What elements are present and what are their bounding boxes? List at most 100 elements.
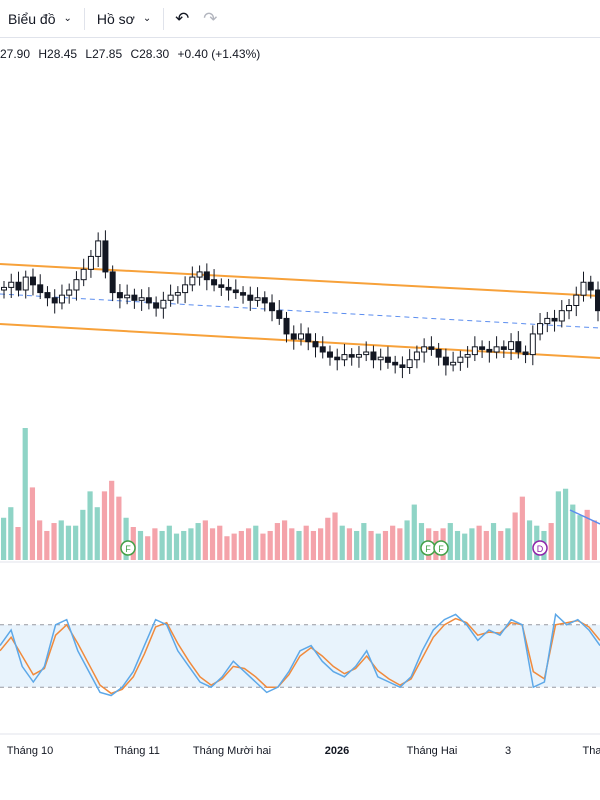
candle-down xyxy=(305,333,312,343)
volume-bar xyxy=(325,517,331,560)
volume-bar xyxy=(332,512,338,560)
event-marker: F xyxy=(120,540,136,556)
chart-menu-button[interactable]: Biểu đồ ⌄ xyxy=(0,0,80,37)
price-pane xyxy=(0,230,600,379)
candle-down xyxy=(109,271,116,294)
candle-up xyxy=(471,346,478,356)
candle-down xyxy=(44,292,51,299)
candle-up xyxy=(363,351,370,356)
volume-bar xyxy=(454,530,461,560)
candle-down xyxy=(399,364,406,368)
volume-bar xyxy=(303,525,309,560)
candle-down xyxy=(225,286,232,291)
event-marker-label: F xyxy=(425,544,431,554)
candle-down xyxy=(392,361,399,366)
candle-up xyxy=(457,356,464,363)
candle-down xyxy=(232,289,239,294)
candle-down xyxy=(515,341,522,353)
candle-up xyxy=(174,292,181,296)
volume-bar xyxy=(101,491,108,560)
volume-bar xyxy=(375,533,381,560)
candle-up xyxy=(254,297,261,301)
candle-down xyxy=(102,240,109,273)
candle-up xyxy=(8,281,15,288)
volume-bar xyxy=(411,504,417,560)
chevron-down-icon: ⌄ xyxy=(142,13,152,24)
volume-bar xyxy=(123,517,129,560)
x-axis-label: Tháng 10 xyxy=(7,745,53,757)
volume-bar xyxy=(562,488,569,560)
candle-up xyxy=(464,354,471,358)
volume-bar xyxy=(577,515,583,560)
ohlc-close: C28.30 xyxy=(130,47,170,61)
profile-menu-label: Hồ sơ xyxy=(96,10,135,27)
x-axis-label: Tháng Hai xyxy=(407,745,458,757)
candle-down xyxy=(319,346,326,353)
volume-bar xyxy=(195,523,201,560)
volume-bar xyxy=(224,536,230,560)
toolbar-divider xyxy=(83,7,85,30)
profile-menu-button[interactable]: Hồ sơ ⌄ xyxy=(89,0,159,37)
volume-bar xyxy=(368,530,374,560)
candle-up xyxy=(73,279,80,291)
candle-down xyxy=(290,333,297,340)
volume-bar xyxy=(591,520,597,560)
volume-bar xyxy=(346,528,353,560)
volume-bar xyxy=(51,523,57,560)
volume-bar xyxy=(382,530,389,560)
candle-down xyxy=(153,302,160,309)
volume-bar xyxy=(159,530,165,560)
channel-upper-line xyxy=(0,263,600,297)
volume-bar xyxy=(22,428,28,560)
ohlc-low: L27.85 xyxy=(85,47,123,61)
candle-down xyxy=(145,297,152,304)
event-marker: D xyxy=(532,540,548,556)
ohlc-open: 27.90 xyxy=(0,47,31,61)
x-axis-label: Tha xyxy=(583,745,600,757)
candle-up xyxy=(58,294,65,304)
trend-drawing-line xyxy=(569,509,600,525)
volume-bar xyxy=(447,523,453,560)
candle-down xyxy=(334,356,341,361)
volume-bar xyxy=(87,491,93,560)
candle-up xyxy=(95,240,102,257)
candle-up xyxy=(298,333,304,340)
candle-up xyxy=(341,354,348,361)
candle-down xyxy=(276,310,283,319)
candle-up xyxy=(22,276,29,291)
event-marker: F xyxy=(420,540,436,556)
candle-down xyxy=(37,284,44,294)
candle-up xyxy=(450,361,457,366)
candle-up xyxy=(580,281,587,296)
candle-up xyxy=(537,323,544,335)
volume-bar xyxy=(109,480,115,560)
candle-up xyxy=(160,299,167,309)
volume-bar xyxy=(80,509,86,560)
redo-icon[interactable]: ↷ xyxy=(203,8,218,28)
volume-bar xyxy=(512,512,518,560)
volume-bar xyxy=(188,528,194,560)
candle-up xyxy=(124,294,131,299)
volume-bar xyxy=(181,530,187,560)
volume-bar xyxy=(584,509,590,560)
volume-bar xyxy=(526,520,533,560)
volume-bar xyxy=(310,530,317,560)
ohlc-change: +0.40 (+1.43%) xyxy=(177,47,261,61)
volume-bar xyxy=(476,525,482,560)
candle-down xyxy=(218,284,225,288)
volume-bar xyxy=(462,533,468,560)
toolbar-divider xyxy=(163,7,165,30)
event-marker-label: F xyxy=(438,544,444,554)
undo-icon[interactable]: ↶ xyxy=(175,8,190,28)
candle-up xyxy=(138,297,145,301)
volume-bar xyxy=(296,530,302,560)
volume-bar xyxy=(44,530,50,560)
top-toolbar: Biểu đồ ⌄ Hồ sơ ⌄ ↶ ↷ xyxy=(0,0,600,38)
volume-bar xyxy=(483,530,489,560)
event-marker-label: F xyxy=(125,544,131,554)
chart-menu-label: Biểu đồ xyxy=(8,10,56,27)
volume-bar xyxy=(418,523,425,560)
volume-bar xyxy=(555,491,561,560)
chevron-down-icon: ⌄ xyxy=(63,13,72,24)
